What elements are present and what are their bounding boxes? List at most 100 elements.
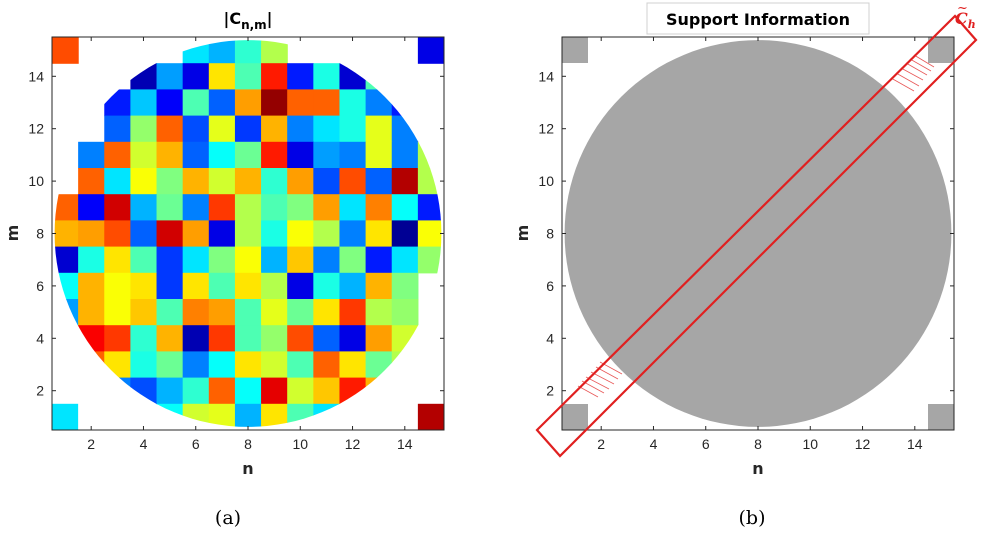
heatmap-cell xyxy=(130,194,158,221)
heatmap-cell xyxy=(182,299,210,326)
heatmap-cell xyxy=(339,299,367,326)
heatmap-cell xyxy=(339,325,367,352)
heatmap-cell xyxy=(78,220,105,248)
heatmap-cell xyxy=(130,246,158,274)
heatmap-cell xyxy=(365,351,393,379)
heatmap-cell xyxy=(339,272,367,300)
corner-square-bottom-left xyxy=(562,404,588,430)
heatmap-cell xyxy=(365,220,393,248)
band-label-accent: ~ xyxy=(957,1,968,16)
x-axis-label-b: n xyxy=(752,459,763,478)
heatmap-cell xyxy=(78,246,105,274)
heatmap-cell xyxy=(208,40,236,64)
heatmap-cell xyxy=(391,272,419,300)
heatmap-cell xyxy=(365,325,393,352)
heatmap-cell xyxy=(130,377,158,405)
title-box-b xyxy=(646,2,870,35)
heatmap-cell xyxy=(391,194,419,221)
heatmap-cell xyxy=(261,325,288,352)
x-tick-label: 10 xyxy=(292,436,308,452)
heatmap-cell xyxy=(339,115,367,143)
heatmap-cell xyxy=(339,194,367,221)
heatmap-cell xyxy=(234,115,262,143)
heatmap-cell xyxy=(156,220,184,248)
heatmap-cell xyxy=(234,168,262,195)
heatmap-cell xyxy=(182,40,210,64)
heatmap-cell xyxy=(339,63,367,90)
heatmap-cell xyxy=(78,351,105,379)
corner-square-bottom-right xyxy=(928,404,954,430)
heatmap-cell xyxy=(104,325,131,352)
heatmap-cell xyxy=(313,194,341,221)
heatmap-cell xyxy=(234,220,262,248)
y-tick-label: 8 xyxy=(546,226,554,242)
heatmap-cell xyxy=(182,272,210,300)
x-tick-label: 12 xyxy=(345,436,361,452)
x-tick-label: 14 xyxy=(397,436,413,452)
heatmap-cell xyxy=(208,351,236,379)
heatmap-cell xyxy=(313,168,341,195)
heatmap-cell xyxy=(365,272,393,300)
heatmap-cell xyxy=(156,351,184,379)
heatmap-cell xyxy=(130,351,158,379)
heatmap-cell xyxy=(54,220,79,248)
heatmap-cell xyxy=(313,63,341,90)
heatmap-cell xyxy=(287,377,314,405)
heatmap-cell xyxy=(156,246,184,274)
heatmap-grid xyxy=(52,37,444,430)
heatmap-cell xyxy=(339,246,367,274)
heatmap-cell xyxy=(391,220,419,248)
heatmap-cell xyxy=(339,377,367,405)
heatmap-cell xyxy=(208,325,236,352)
heatmap-cell xyxy=(391,325,419,352)
heatmap-cell xyxy=(365,377,393,405)
heatmap-cell xyxy=(208,220,236,248)
heatmap-cell xyxy=(182,63,210,90)
heatmap-cell xyxy=(208,377,236,405)
heatmap-cell xyxy=(234,299,262,326)
heatmap-cell xyxy=(156,89,184,117)
heatmap-cell xyxy=(339,89,367,117)
heatmap-cell xyxy=(234,403,262,427)
y-tick-label: 14 xyxy=(538,68,554,84)
heatmap-cell xyxy=(104,377,131,405)
heatmap-cell xyxy=(417,141,442,169)
heatmap-cell xyxy=(104,194,131,221)
heatmap-cell xyxy=(234,89,262,117)
x-tick-label: 4 xyxy=(140,436,148,452)
heatmap-cell xyxy=(156,141,184,169)
heatmap-cell xyxy=(54,246,79,274)
y-tick-label: 2 xyxy=(546,383,554,399)
heatmap-cell xyxy=(104,351,131,379)
heatmap-cell xyxy=(130,168,158,195)
heatmap-cell xyxy=(78,168,105,195)
heatmap-cell xyxy=(287,220,314,248)
heatmap-cell xyxy=(234,63,262,90)
y-tick-label: 6 xyxy=(36,278,44,294)
caption-a: (a) xyxy=(215,507,241,529)
y-tick-label: 10 xyxy=(538,173,554,189)
heatmap-cell xyxy=(313,403,341,427)
heatmap-cell xyxy=(261,299,288,326)
heatmap-cell xyxy=(54,272,79,300)
heatmap-cell xyxy=(287,194,314,221)
heatmap-cell xyxy=(261,246,288,274)
heatmap-cell xyxy=(261,272,288,300)
panel-a: 2 4 6 8 10 12 14 2 4 6 8 10 12 14 |Cn,m| n m (a) xyxy=(3,9,445,529)
support-circle xyxy=(564,40,952,427)
heatmap-cell xyxy=(391,168,419,195)
heatmap-cell xyxy=(365,246,393,274)
heatmap-cell xyxy=(104,272,131,300)
heatmap-cell xyxy=(234,272,262,300)
heatmap-cell xyxy=(313,377,341,405)
heatmap-cell xyxy=(156,168,184,195)
heatmap-cell xyxy=(156,272,184,300)
heatmap-cell xyxy=(339,220,367,248)
y-tick-label: 12 xyxy=(28,121,44,137)
heatmap-cell xyxy=(208,272,236,300)
heatmap-cell xyxy=(287,168,314,195)
heatmap-cell xyxy=(182,141,210,169)
heatmap-corner-cell xyxy=(417,403,444,430)
heatmap-cell xyxy=(339,351,367,379)
heatmap-cell xyxy=(156,377,184,405)
